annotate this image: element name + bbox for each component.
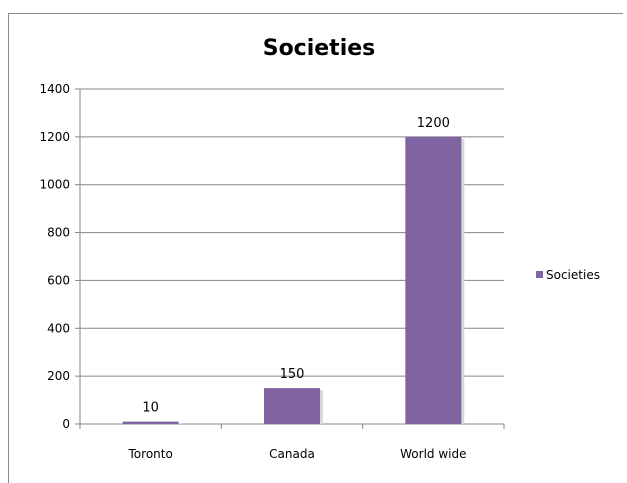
y-tick-label: 1400 <box>39 82 70 96</box>
legend: Societies <box>536 268 600 282</box>
bar <box>264 388 320 424</box>
y-tick-label: 1200 <box>39 130 70 144</box>
data-label: 150 <box>280 367 305 382</box>
y-tick-label: 800 <box>47 226 70 240</box>
y-tick-label: 200 <box>47 369 70 383</box>
y-tick-label: 0 <box>62 417 70 431</box>
legend-label: Societies <box>546 268 600 282</box>
chart-title: Societies <box>263 36 376 61</box>
data-labels: 10 150 1200 <box>142 116 449 416</box>
data-label: 10 <box>142 401 159 416</box>
y-tick-label: 400 <box>47 321 70 335</box>
data-label: 1200 <box>417 116 450 131</box>
x-tick-label: Toronto <box>128 447 173 461</box>
y-tick-label: 600 <box>47 273 70 287</box>
y-tick-label: 1000 <box>39 178 70 192</box>
x-tick-label: World wide <box>400 447 466 461</box>
x-tick-label: Canada <box>269 447 315 461</box>
bar <box>123 422 179 424</box>
bar <box>405 137 461 424</box>
legend-swatch <box>536 271 543 278</box>
